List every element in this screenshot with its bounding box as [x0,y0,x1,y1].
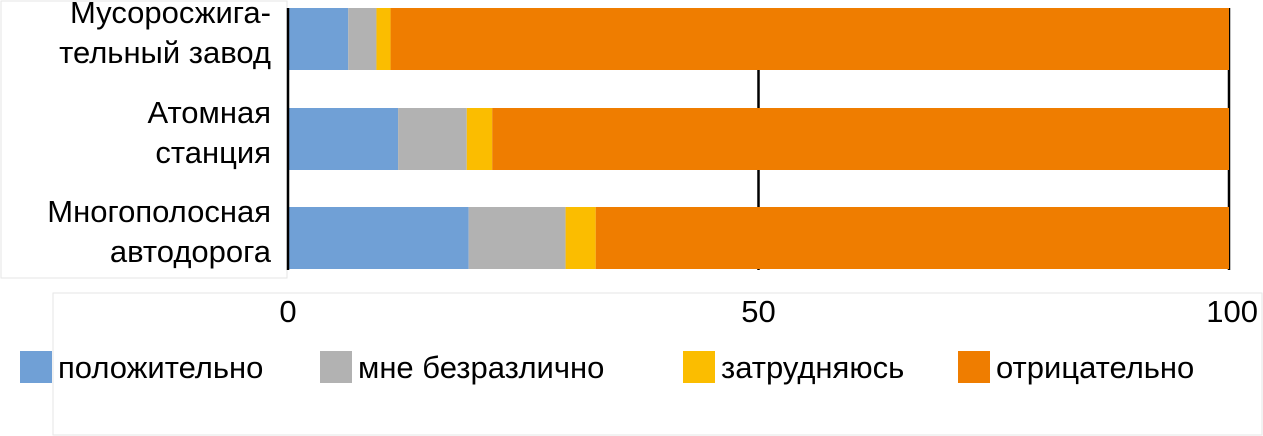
category-label-2-line-1: автодорога [110,234,272,269]
bar-2-series-1 [468,207,566,269]
x-tick-label-0: 0 [279,294,296,329]
bar-1-series-1 [398,108,467,170]
category-label-1-line-0: Атомная [147,95,271,130]
bars [288,8,1230,269]
bar-1-series-2 [466,108,493,170]
x-tick-label-1: 50 [741,294,775,329]
category-label-2-line-0: Многополосная [47,194,271,229]
legend-label-3: отрицательно [996,350,1194,385]
bar-2-series-3 [595,207,1229,269]
bar-1-series-3 [492,108,1229,170]
legend-swatch-1 [320,351,352,383]
bar-2-series-0 [288,207,469,269]
bar-0-series-1 [348,8,377,70]
legend-swatch-2 [683,351,715,383]
legend: положительно мне безразлично затрудняюсь от… [20,350,1194,385]
legend-label-2: затрудняюсь [721,350,904,385]
bar-0-series-3 [390,8,1230,70]
bar-0-series-2 [376,8,391,70]
bar-1-series-0 [288,108,399,170]
bar-0-series-0 [288,8,349,70]
legend-label-1: мне безразлично [358,350,604,385]
legend-swatch-3 [958,351,990,383]
legend-box [52,292,1263,436]
category-labels: Мусоросжига-тельный завод Атомная станция М… [47,0,271,269]
category-label-1-line-1: станция [155,135,271,170]
bar-2-series-2 [565,207,596,269]
category-label-0-line-1: тельный завод [59,35,271,70]
category-label-box [0,0,288,279]
x-axis: 0 50 100 [279,8,1258,329]
legend-swatch-0 [20,351,52,383]
category-label-0-line-0: Мусоросжига- [70,0,271,30]
legend-label-0: положительно [58,350,263,385]
x-tick-label-2: 100 [1206,294,1258,329]
